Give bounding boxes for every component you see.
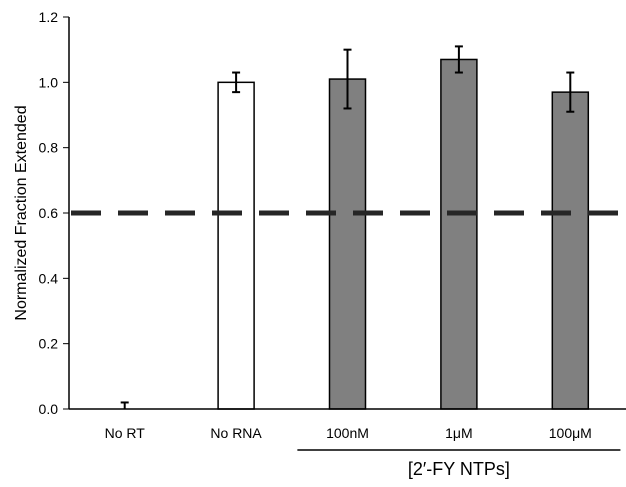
bar-series: [217, 58, 590, 410]
x-tick-label: No RNA: [210, 425, 262, 441]
y-axis-title: Normalized Fraction Extended: [13, 105, 30, 320]
x-tick-label: No RT: [105, 425, 146, 441]
group-label: [2′-FY NTPs]: [408, 459, 510, 479]
y-tick-label: 0.2: [39, 336, 59, 352]
bar: [217, 81, 255, 410]
y-tick-label: 0.6: [39, 205, 59, 221]
bar: [440, 58, 478, 410]
bar: [551, 91, 590, 410]
x-tick-label: 100nM: [326, 425, 369, 441]
x-tick-label: 100μM: [549, 425, 592, 441]
y-tick-label: 1.0: [39, 74, 59, 90]
bar: [328, 78, 367, 410]
x-tick-label: 1μM: [445, 425, 473, 441]
error-bars: [120, 45, 575, 409]
x-axis-tick-labels: No RT No RNA 100nM 1μM 100μM: [105, 425, 592, 441]
y-tick-label: 0.4: [39, 270, 59, 286]
y-tick-label: 0.8: [39, 140, 59, 156]
y-axis-ticks: 0.0 0.2 0.4 0.6 0.8 1.0 1.2: [39, 9, 69, 417]
y-tick-label: 1.2: [39, 9, 59, 25]
y-tick-label: 0.0: [39, 401, 59, 417]
